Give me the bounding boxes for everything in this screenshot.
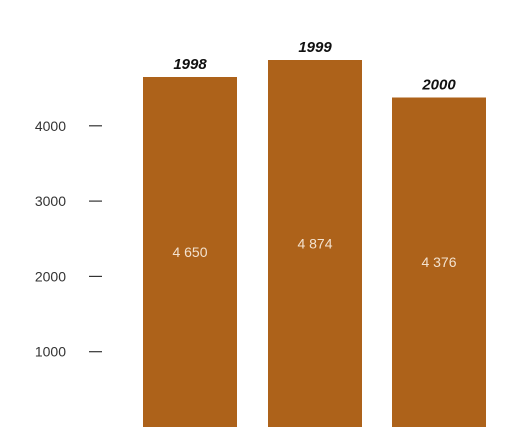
- value-label-1999: 4 874: [297, 235, 332, 251]
- value-labels: 4 650 4 874 4 376: [172, 235, 456, 270]
- category-label-2000: 2000: [421, 76, 456, 93]
- bar-1998: [143, 76, 237, 427]
- category-label-1998: 1998: [173, 56, 207, 73]
- y-tick-label-1000: 1000: [35, 344, 66, 360]
- category-label-1999: 1999: [298, 39, 332, 56]
- bar-2000: [392, 97, 486, 427]
- bars: [143, 59, 486, 427]
- y-tick-label-2000: 2000: [35, 268, 66, 284]
- value-label-1998: 4 650: [172, 244, 207, 260]
- category-labels: 1998 1999 2000: [173, 39, 456, 93]
- bar-1999: [268, 59, 362, 427]
- y-axis: 1000 2000 3000 4000: [35, 118, 102, 360]
- y-tick-label-3000: 3000: [35, 193, 66, 209]
- value-label-2000: 4 376: [421, 254, 456, 270]
- y-tick-label-4000: 4000: [35, 118, 66, 134]
